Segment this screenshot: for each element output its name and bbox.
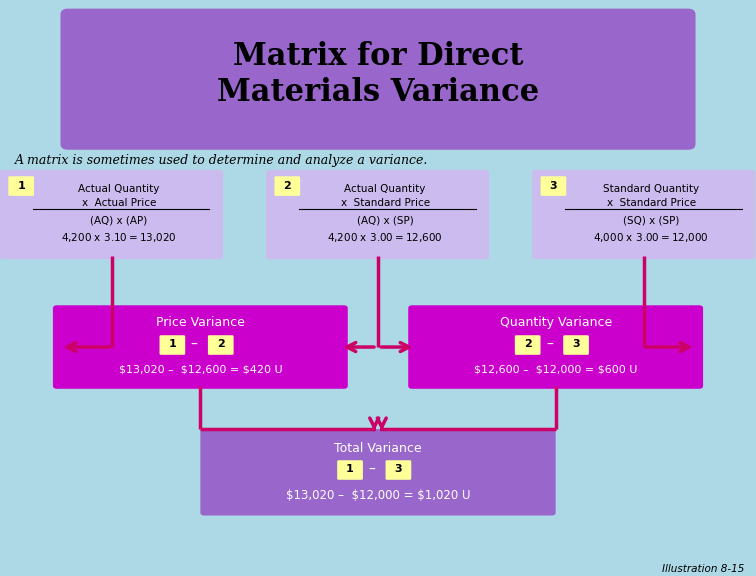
FancyBboxPatch shape xyxy=(274,176,300,196)
Text: $12,600 –  $12,000 = $600 U: $12,600 – $12,000 = $600 U xyxy=(474,365,637,375)
FancyBboxPatch shape xyxy=(408,305,703,389)
FancyBboxPatch shape xyxy=(60,9,696,150)
Text: 4,000 x $3.00 = $12,000: 4,000 x $3.00 = $12,000 xyxy=(593,231,709,244)
Text: 2: 2 xyxy=(284,181,291,191)
Text: 1: 1 xyxy=(17,181,25,191)
Text: x  Standard Price: x Standard Price xyxy=(607,198,696,208)
Text: Matrix for Direct
Materials Variance: Matrix for Direct Materials Variance xyxy=(217,41,539,108)
Text: 1: 1 xyxy=(346,464,354,475)
Text: 3: 3 xyxy=(395,464,402,475)
Text: A matrix is sometimes used to determine and analyze a variance.: A matrix is sometimes used to determine … xyxy=(15,154,429,166)
FancyBboxPatch shape xyxy=(266,170,489,259)
Text: Actual Quantity: Actual Quantity xyxy=(79,184,160,194)
FancyBboxPatch shape xyxy=(515,335,541,355)
FancyBboxPatch shape xyxy=(0,170,223,259)
Text: x  Standard Price: x Standard Price xyxy=(341,198,429,208)
Text: Actual Quantity: Actual Quantity xyxy=(345,184,426,194)
FancyBboxPatch shape xyxy=(53,305,348,389)
FancyBboxPatch shape xyxy=(532,170,755,259)
Text: –: – xyxy=(368,463,376,476)
FancyBboxPatch shape xyxy=(337,460,363,480)
Text: $13,020 –  $12,600 = $420 U: $13,020 – $12,600 = $420 U xyxy=(119,365,282,375)
Text: 2: 2 xyxy=(524,339,531,350)
FancyBboxPatch shape xyxy=(208,335,234,355)
FancyBboxPatch shape xyxy=(541,176,566,196)
Text: Illustration 8-15: Illustration 8-15 xyxy=(662,564,745,574)
Text: (AQ) x (SP): (AQ) x (SP) xyxy=(357,215,414,225)
Text: $13,020 –  $12,000 = $1,020 U: $13,020 – $12,000 = $1,020 U xyxy=(286,489,470,502)
Text: Price Variance: Price Variance xyxy=(156,316,245,329)
Text: 2: 2 xyxy=(217,339,225,350)
Text: –: – xyxy=(191,338,198,351)
FancyBboxPatch shape xyxy=(386,460,411,480)
Text: 4,200 x $3.10 = $13,020: 4,200 x $3.10 = $13,020 xyxy=(61,231,177,244)
Text: x  Actual Price: x Actual Price xyxy=(82,198,156,208)
Text: –: – xyxy=(546,338,553,351)
FancyBboxPatch shape xyxy=(8,176,34,196)
FancyBboxPatch shape xyxy=(563,335,589,355)
Text: Quantity Variance: Quantity Variance xyxy=(500,316,612,329)
Text: Total Variance: Total Variance xyxy=(334,442,422,454)
FancyBboxPatch shape xyxy=(160,335,185,355)
Text: 3: 3 xyxy=(550,181,557,191)
Text: (SQ) x (SP): (SQ) x (SP) xyxy=(623,215,680,225)
Text: 3: 3 xyxy=(572,339,580,350)
FancyBboxPatch shape xyxy=(200,429,556,516)
Text: Standard Quantity: Standard Quantity xyxy=(603,184,699,194)
Text: 4,200 x $3.00 = $12,600: 4,200 x $3.00 = $12,600 xyxy=(327,231,443,244)
Text: 1: 1 xyxy=(169,339,176,350)
Text: (AQ) x (AP): (AQ) x (AP) xyxy=(91,215,147,225)
